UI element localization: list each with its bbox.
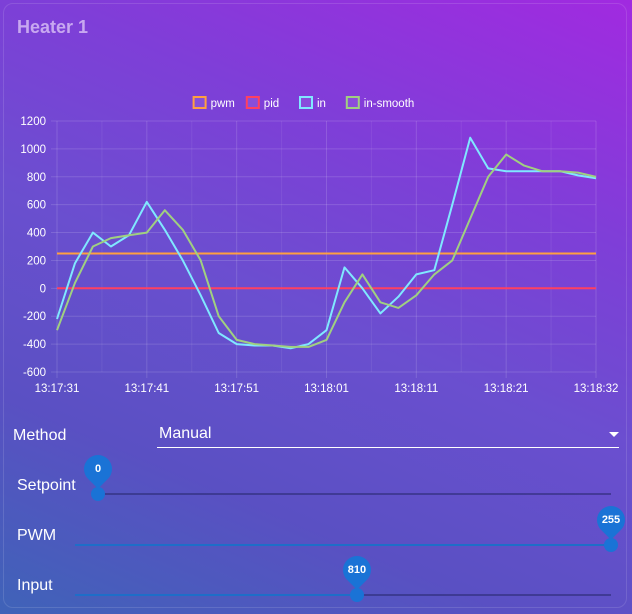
- input-thumb[interactable]: [349, 588, 364, 602]
- pwm-label: PWM: [17, 527, 57, 544]
- y-tick-label: -200: [23, 311, 46, 323]
- pwm-thumb[interactable]: [604, 538, 618, 552]
- y-tick-label: 800: [27, 172, 46, 184]
- method-select[interactable]: Manual: [157, 420, 619, 448]
- input-track-fill: [75, 594, 357, 596]
- card-title: Heater 1: [17, 17, 89, 37]
- series-line-in: [56, 136, 597, 350]
- chart-grid: [51, 120, 597, 378]
- y-tick-label: 1000: [20, 144, 46, 156]
- input-value: 810: [347, 564, 367, 576]
- pwm-track-fill: [75, 544, 611, 546]
- y-tick-label: 0: [40, 283, 46, 295]
- setpoint-value: 0: [94, 463, 102, 475]
- x-tick-label: 13:18:21: [484, 383, 529, 395]
- x-tick-label: 13:18:01: [304, 383, 349, 395]
- legend-label-pwm: pwm: [211, 98, 235, 110]
- line-chart: pwm pid in in-smooth 1200 1000 800 600 400 200 0 -…: [20, 96, 619, 395]
- chart-legend: pwm pid in in-smooth: [192, 96, 415, 110]
- x-tick-label: 13:17:51: [214, 383, 259, 395]
- legend-label-in: in: [317, 98, 326, 110]
- x-tick-label: 13:17:41: [124, 383, 169, 395]
- chart-series: [56, 136, 597, 350]
- pwm-value: 255: [601, 514, 621, 526]
- y-tick-label: 400: [27, 228, 46, 240]
- legend-swatch-in: [299, 96, 313, 109]
- setpoint-track: [98, 493, 611, 495]
- legend-swatch-in-smooth: [345, 96, 360, 109]
- x-axis: 13:17:31 13:17:41 13:17:51 13:18:01 13:18:11…: [35, 383, 619, 395]
- series-line-in-smooth: [56, 153, 597, 348]
- input-label: Input: [17, 577, 53, 594]
- y-tick-label: -400: [23, 339, 46, 351]
- x-tick-label: 13:18:32: [574, 383, 619, 395]
- chevron-down-icon: [609, 432, 619, 437]
- setpoint-thumb[interactable]: [91, 487, 105, 501]
- y-tick-label: 200: [27, 255, 46, 267]
- y-tick-label: -600: [23, 367, 46, 379]
- y-axis: 1200 1000 800 600 400 200 0 -200 -400 -600: [20, 116, 46, 379]
- legend-swatch-pwm: [192, 96, 207, 109]
- y-tick-label: 600: [27, 200, 46, 212]
- x-tick-label: 13:18:11: [394, 383, 438, 395]
- x-tick-label: 13:17:31: [35, 383, 80, 395]
- legend-label-pid: pid: [264, 98, 279, 110]
- method-select-value: Manual: [159, 425, 212, 442]
- method-label: Method: [13, 427, 67, 444]
- setpoint-label: Setpoint: [17, 477, 76, 494]
- legend-swatch-pid: [245, 96, 260, 109]
- y-tick-label: 1200: [20, 116, 46, 128]
- legend-label-in-smooth: in-smooth: [364, 98, 415, 110]
